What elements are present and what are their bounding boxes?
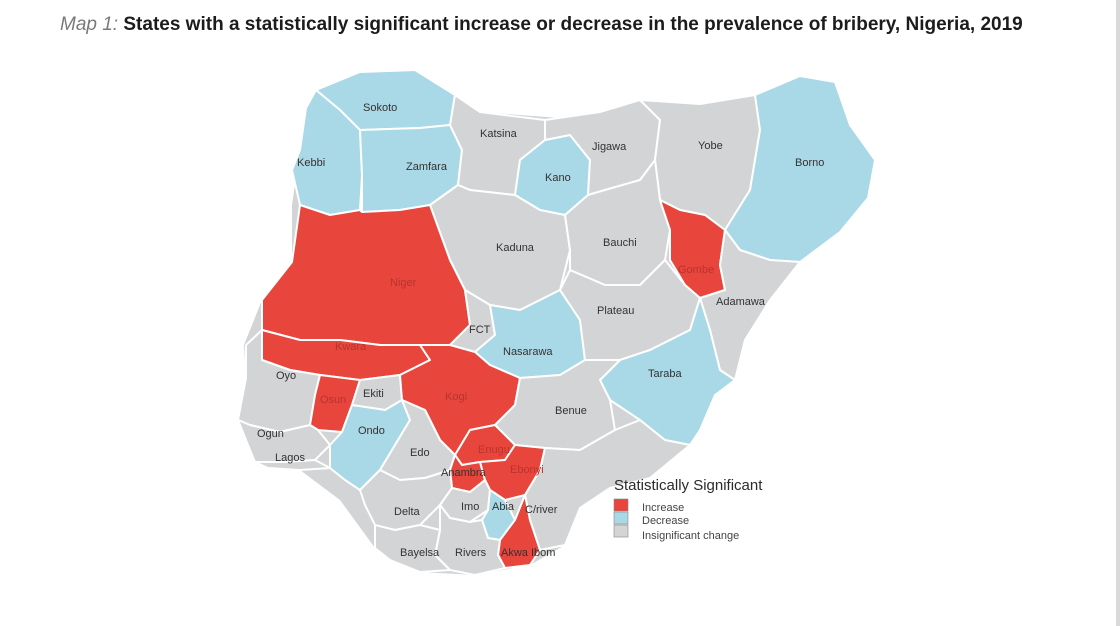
label-akwa-ibom: Akwa Ibom (501, 547, 555, 559)
label-bauchi: Bauchi (603, 237, 637, 249)
legend-label-increase: Increase (642, 502, 684, 514)
caption-prefix: Map 1: (60, 14, 119, 35)
label-plateau: Plateau (597, 305, 634, 317)
label-fct: FCT (469, 324, 491, 336)
label-imo: Imo (461, 501, 479, 513)
legend: Statistically Significant Increase Decre… (613, 477, 763, 542)
state-borno (724, 75, 876, 263)
label-oyo: Oyo (276, 370, 296, 382)
label-katsina: Katsina (480, 128, 518, 140)
label-cross-river: C/river (525, 504, 558, 516)
caption-title: States with a statistically significant … (123, 14, 1023, 35)
label-sokoto: Sokoto (363, 102, 397, 114)
label-kebbi: Kebbi (297, 157, 325, 169)
label-abia: Abia (492, 501, 515, 513)
state-bayelsa (374, 524, 451, 573)
page-edge (1116, 0, 1120, 626)
label-lagos: Lagos (275, 452, 305, 464)
label-benue: Benue (555, 405, 587, 417)
label-jigawa: Jigawa (592, 141, 627, 153)
label-kano: Kano (545, 172, 571, 184)
label-gombe: Gombe (678, 264, 714, 276)
label-borno: Borno (795, 157, 824, 169)
label-ebonyi: Ebonyi (510, 464, 544, 476)
label-zamfara: Zamfara (406, 161, 448, 173)
legend-title: Statistically Significant (614, 477, 763, 494)
label-enugu: Enugu (478, 444, 510, 456)
label-nasarawa: Nasarawa (503, 346, 553, 358)
label-ekiti: Ekiti (363, 388, 384, 400)
map-caption: Map 1: States with a statistically signi… (60, 14, 1023, 36)
label-ondo: Ondo (358, 425, 385, 437)
label-kogi: Kogi (445, 391, 467, 403)
legend-label-decrease: Decrease (642, 515, 689, 527)
legend-swatch-insignificant (613, 524, 629, 538)
state-taraba (599, 297, 736, 446)
label-kaduna: Kaduna (496, 242, 535, 254)
label-adamawa: Adamawa (716, 296, 766, 308)
label-ogun: Ogun (257, 428, 284, 440)
label-taraba: Taraba (648, 368, 683, 380)
label-osun: Osun (320, 394, 346, 406)
label-delta: Delta (394, 506, 421, 518)
label-edo: Edo (410, 447, 430, 459)
state-labels: Sokoto Kebbi Zamfara Katsina Jigawa Yobe… (257, 102, 824, 559)
label-bayelsa: Bayelsa (400, 547, 440, 559)
label-kwara: Kwara (335, 341, 367, 353)
label-rivers: Rivers (455, 547, 487, 559)
legend-swatch-increase (613, 498, 629, 512)
label-yobe: Yobe (698, 140, 723, 152)
legend-label-insignificant: Insignificant change (642, 530, 739, 542)
label-anambra: Anambra (441, 467, 487, 479)
label-niger: Niger (390, 277, 417, 289)
legend-swatch-decrease (613, 511, 629, 525)
